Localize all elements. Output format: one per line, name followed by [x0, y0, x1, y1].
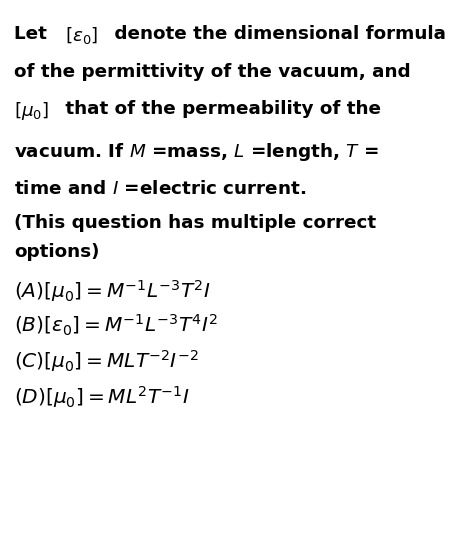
Text: options): options) [14, 243, 100, 260]
Text: denote the dimensional formula: denote the dimensional formula [108, 25, 446, 43]
Text: time and $I$ =electric current.: time and $I$ =electric current. [14, 180, 307, 198]
Text: (This question has multiple correct: (This question has multiple correct [14, 214, 376, 232]
Text: Let: Let [14, 25, 54, 43]
Text: $(D)[\mu_0]= ML^2T^{-1}I$: $(D)[\mu_0]= ML^2T^{-1}I$ [14, 385, 190, 410]
Text: of the permittivity of the vacuum, and: of the permittivity of the vacuum, and [14, 63, 411, 80]
Text: $(B)[\varepsilon_0]=M^{-1}L^{-3}T^4 I^2$: $(B)[\varepsilon_0]=M^{-1}L^{-3}T^4 I^2$ [14, 313, 218, 338]
Text: that of the permeability of the: that of the permeability of the [59, 100, 382, 117]
Text: $[\varepsilon_0]$: $[\varepsilon_0]$ [65, 25, 98, 46]
Text: vacuum. If $M$ =mass, $L$ =length, $T$ =: vacuum. If $M$ =mass, $L$ =length, $T$ = [14, 141, 379, 163]
Text: $(C)[\mu_0]= MLT^{-2}I^{-2}$: $(C)[\mu_0]= MLT^{-2}I^{-2}$ [14, 348, 199, 374]
Text: $(A)[\mu_0]=M^{-1}L^{-3}T^2 I$: $(A)[\mu_0]=M^{-1}L^{-3}T^2 I$ [14, 278, 211, 304]
Text: $[\mu_0]$: $[\mu_0]$ [14, 100, 49, 121]
